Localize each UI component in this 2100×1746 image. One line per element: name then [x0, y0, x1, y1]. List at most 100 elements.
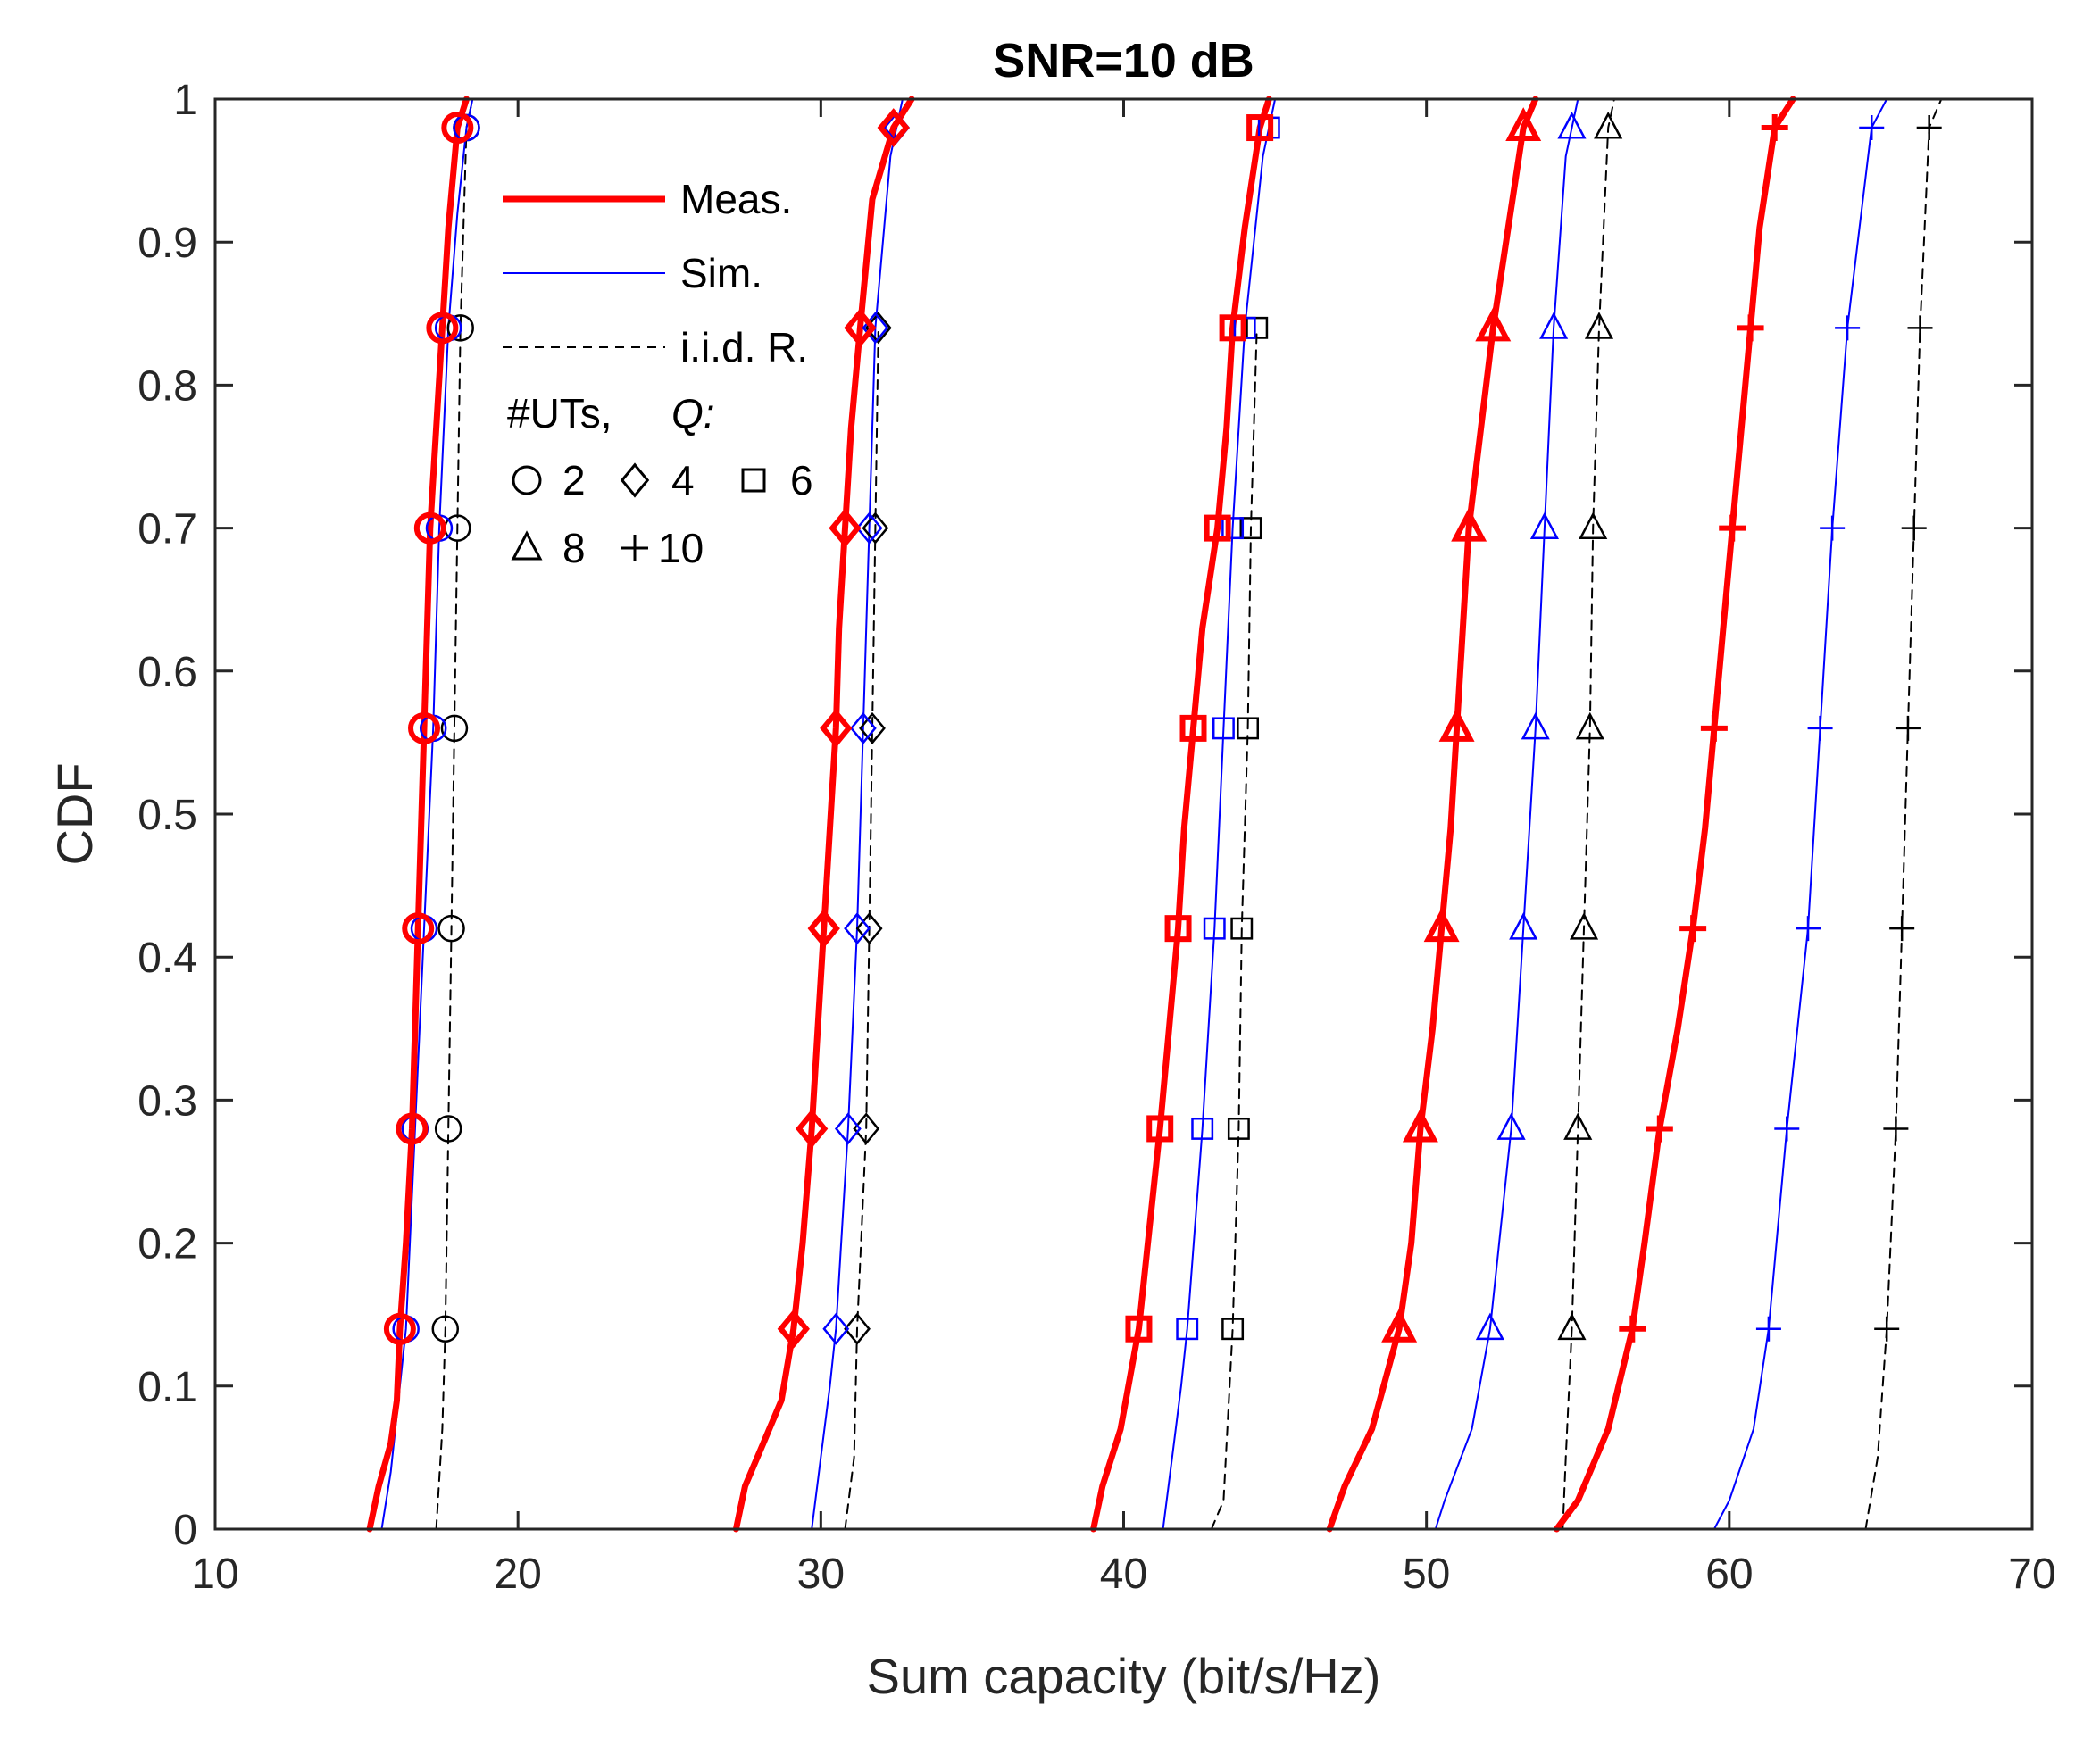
legend-marker-label-plus: 10 — [658, 525, 704, 571]
series-line-sim-triangle — [1434, 98, 1579, 1530]
legend-marker-square — [741, 468, 766, 493]
data-point-meas-diamond — [796, 1109, 829, 1149]
data-point-iid-diamond — [859, 711, 886, 744]
data-point-meas-plus — [1719, 514, 1746, 542]
x-tick-label: 30 — [797, 1551, 845, 1598]
data-point-iid-plus — [1901, 515, 1927, 541]
axes-layer: 10 20 30 40 50 60 70 0 0.1 0.2 0.3 0.4 0.5 0.6 0.7 0.8 0… — [138, 77, 2055, 1598]
data-point-meas-circle — [396, 1112, 429, 1145]
series-line-iid-triangle — [1562, 98, 1615, 1530]
data-point-meas-diamond — [777, 1309, 810, 1349]
data-point-meas-plus — [1761, 114, 1788, 142]
data-point-sim-triangle — [1557, 111, 1587, 139]
legend-layer: Meas. Sim. i.i.d. R. #UTs, Q: 2 4 6 8 10 — [503, 176, 813, 571]
x-tick-label: 10 — [191, 1551, 238, 1598]
legend-marker-label-diamond: 4 — [671, 457, 695, 503]
y-tick-label: 0.6 — [138, 649, 197, 696]
data-point-iid-plus — [1895, 715, 1921, 741]
series-line-meas-triangle — [1326, 96, 1539, 1533]
legend-label-sim: Sim. — [680, 250, 762, 296]
data-point-meas-square — [1164, 915, 1192, 943]
data-point-sim-triangle — [1496, 1112, 1526, 1140]
data-point-iid-square — [1230, 917, 1254, 940]
data-point-meas-plus — [1619, 1315, 1646, 1343]
x-tick-label: 20 — [494, 1551, 541, 1598]
y-tick-label: 0.4 — [138, 935, 197, 982]
data-point-meas-plus — [1737, 314, 1764, 342]
data-point-iid-diamond — [853, 1112, 880, 1145]
data-point-sim-square — [1221, 517, 1245, 540]
y-tick-label: 0.1 — [138, 1364, 197, 1411]
data-point-meas-triangle — [1402, 1108, 1438, 1143]
data-point-sim-square — [1203, 917, 1226, 940]
data-point-iid-square — [1221, 1318, 1245, 1341]
data-point-meas-circle — [383, 1312, 416, 1345]
legend-marker-plus — [621, 535, 648, 561]
data-point-sim-diamond — [849, 711, 877, 744]
data-point-iid-square — [1227, 1117, 1250, 1140]
chart-title: SNR=10 dB — [993, 34, 1254, 87]
data-point-sim-plus — [1820, 515, 1846, 541]
data-point-iid-square — [1246, 316, 1269, 339]
data-point-meas-circle — [441, 112, 474, 145]
legend-label-meas: Meas. — [680, 176, 792, 222]
data-point-iid-plus — [1907, 315, 1933, 341]
data-point-meas-triangle — [1438, 707, 1475, 742]
y-axis-label: CDF — [46, 762, 103, 865]
y-tick-label: 0.8 — [138, 362, 197, 410]
data-point-iid-triangle — [1569, 912, 1599, 940]
series-line-iid-diamond — [844, 327, 879, 1530]
series-line-meas-circle — [366, 96, 470, 1533]
x-axis-label: Sum capacity (bit/s/Hz) — [867, 1648, 1381, 1704]
data-point-meas-plus — [1679, 915, 1707, 943]
data-point-sim-plus — [1774, 1116, 1800, 1142]
data-point-sim-diamond — [855, 511, 883, 545]
legend-marker-diamond — [620, 462, 650, 498]
data-point-iid-circle — [440, 714, 469, 743]
data-point-meas-square — [1125, 1315, 1153, 1343]
data-point-meas-diamond — [807, 909, 840, 949]
data-point-meas-square — [1219, 314, 1246, 342]
data-point-sim-triangle — [1509, 912, 1538, 940]
data-point-meas-circle — [413, 511, 446, 545]
data-point-sim-plus — [1835, 315, 1861, 341]
y-tick-label: 0.7 — [138, 506, 197, 553]
data-point-meas-square — [1246, 114, 1274, 142]
data-point-meas-triangle — [1475, 307, 1512, 342]
data-point-sim-square — [1176, 1318, 1199, 1341]
data-point-sim-square — [1191, 1117, 1214, 1140]
data-point-meas-plus — [1700, 714, 1728, 742]
legend-marker-circle — [512, 465, 542, 495]
legend-marker-header-q: Q: — [671, 390, 715, 436]
data-point-sim-plus — [1755, 1316, 1781, 1342]
data-point-iid-triangle — [1584, 312, 1614, 339]
y-tick-label: 0.9 — [138, 220, 197, 267]
data-point-meas-circle — [408, 711, 441, 744]
data-point-sim-triangle — [1529, 511, 1560, 540]
data-point-meas-plus — [1646, 1115, 1673, 1143]
data-point-sim-triangle — [1475, 1312, 1504, 1341]
data-point-sim-diamond — [822, 1312, 850, 1345]
data-point-meas-square — [1179, 714, 1207, 742]
y-tick-label: 0.5 — [138, 792, 197, 839]
legend-marker-label-triangle: 8 — [562, 525, 586, 571]
data-point-meas-triangle — [1505, 107, 1542, 142]
data-point-iid-circle — [438, 914, 465, 943]
data-point-iid-triangle — [1557, 1312, 1587, 1341]
data-point-meas-square — [1204, 514, 1231, 542]
legend-marker-header: #UTs, — [507, 390, 612, 436]
data-point-meas-circle — [426, 312, 459, 345]
series-line-sim-square — [1162, 98, 1277, 1530]
data-point-meas-diamond — [829, 508, 862, 548]
data-point-iid-circle — [446, 314, 474, 342]
data-point-sim-square — [1212, 717, 1235, 740]
x-tick-label: 50 — [1403, 1551, 1450, 1598]
data-point-meas-triangle — [1423, 908, 1460, 943]
y-tick-label: 0.3 — [138, 1077, 197, 1125]
data-point-iid-triangle — [1594, 111, 1623, 139]
data-point-meas-square — [1146, 1115, 1174, 1143]
data-point-sim-plus — [1807, 715, 1833, 741]
